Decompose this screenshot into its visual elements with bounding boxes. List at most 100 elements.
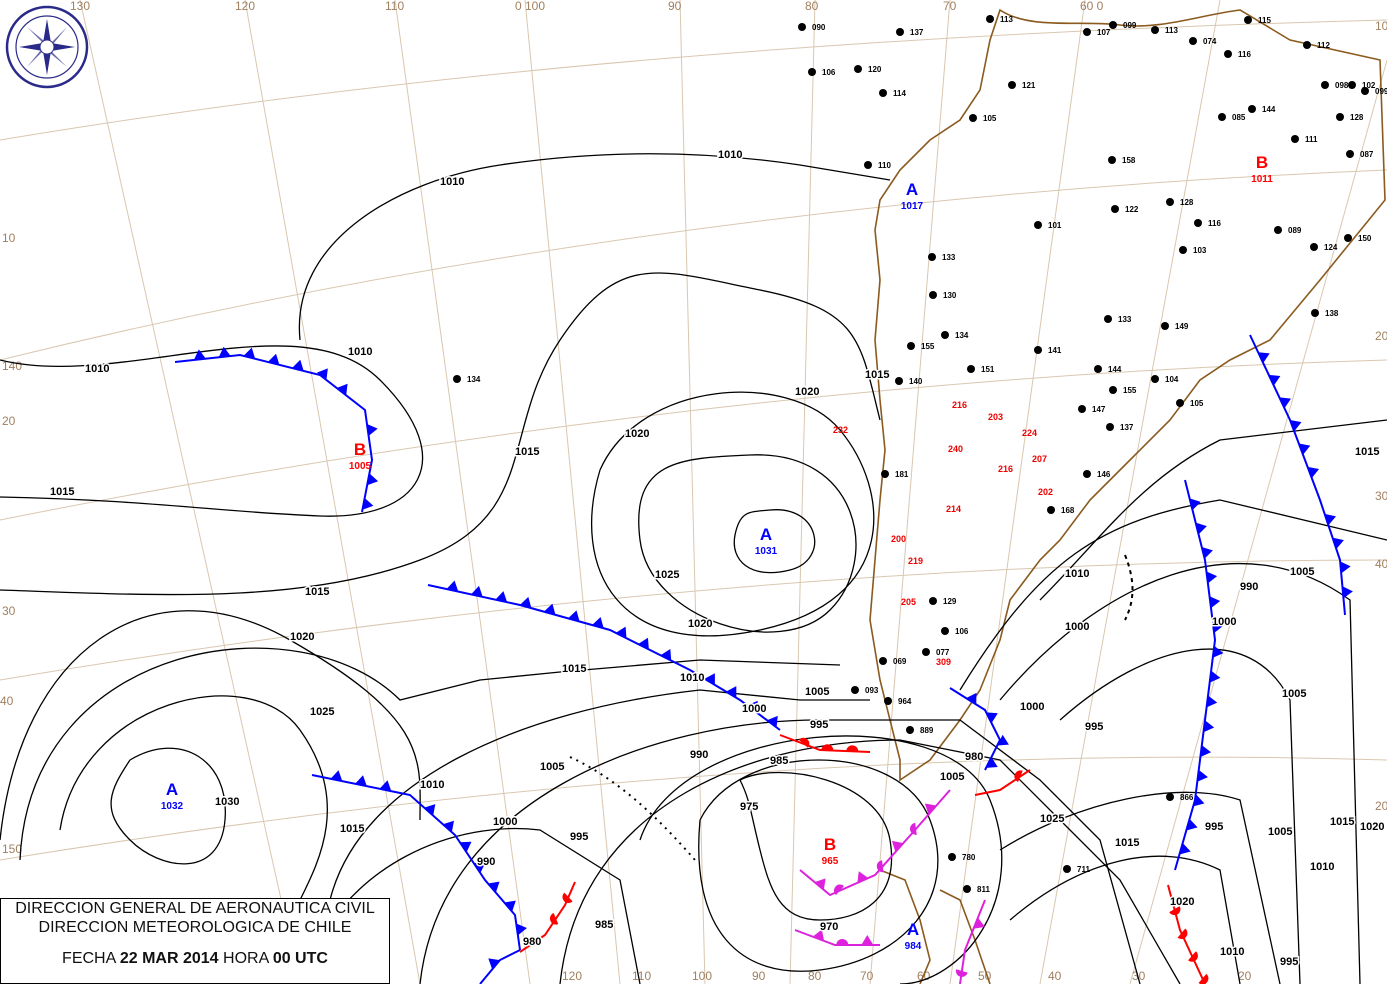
front-semicircle-mark [1188,951,1198,962]
station-circle [1166,793,1174,801]
pressure-center-value: 965 [822,856,839,867]
front-semicircle-mark [562,892,573,903]
isobar-label: 980 [965,751,983,763]
front-triangle-mark [495,591,508,603]
station-pressure: 111 [1305,135,1318,144]
grid-line [1039,0,1221,984]
isobar-label: 1010 [348,346,372,358]
station-circle [1274,226,1282,234]
front-triangle-mark [459,841,472,853]
grid-label: 70 [860,969,874,983]
low-pressure-symbol: B [824,835,836,854]
high-pressure-symbol: A [760,525,772,544]
station-pressure: 147 [1092,405,1106,414]
front-triangle-mark [812,929,825,941]
station-circle [986,15,994,23]
title-line-2: DIRECCION METEOROLOGICA DE CHILE [38,919,352,936]
station-circle [928,253,936,261]
isobar-label: 1015 [515,446,539,458]
front-semicircle-mark [876,860,884,873]
isobar-label: 975 [740,801,758,813]
station-circle [1083,470,1091,478]
grid-label: 0 100 [515,0,545,13]
front-triangle-mark [362,497,374,510]
cold-front [479,949,521,984]
station-pressure-highlight: 216 [952,400,967,410]
cold-front [427,584,781,731]
front-triangle-mark [336,383,348,396]
cold-front [1249,334,1346,616]
grid-label: 130 [70,0,90,13]
station-circle [798,23,806,31]
isobar-label: 1020 [1360,821,1384,833]
front-triangle-mark [1290,420,1302,432]
station-pressure: 099 [1375,87,1387,96]
station-pressure: 780 [962,853,976,862]
front-triangle-mark [1258,352,1270,364]
pressure-center-value: 984 [905,941,922,952]
isobar-label: 1005 [940,771,964,783]
station-pressure: 074 [1203,37,1217,46]
station-circle [907,342,915,350]
title-box: DIRECCION GENERAL DE AERONAUTICA CIVIL D… [0,898,390,984]
front-triangle-mark [638,637,649,650]
front-triangle-mark [446,580,459,592]
front-semicircle-mark [798,737,810,748]
grid-label: 20 [2,414,16,428]
station-pressure: 128 [1180,198,1194,207]
date-line: FECHA 22 MAR 2014 HORA 00 UTC [1,949,389,968]
station-circle [941,331,949,339]
isobar-label: 1015 [865,369,889,381]
station-circle [1344,234,1352,242]
station-circle [851,686,859,694]
station-circle [1111,205,1119,213]
front-triangle-mark [424,804,436,816]
front-triangle-mark [1212,645,1224,658]
station-circle [1151,26,1159,34]
isobar [559,739,1181,984]
station-plots: 090 137 120 106 114 113 121 105 107 099 113 074 116 1… [453,15,1387,894]
station-circle [922,648,930,656]
grid-label: 80 [808,969,822,983]
isobar-label: 1000 [1020,701,1044,713]
grid-label: 60 0 [1080,0,1104,13]
isobar-label: 1020 [795,386,819,398]
station-pressure: 144 [1108,365,1122,374]
isobar-label: 1010 [1065,568,1089,580]
isobar-label: 1015 [50,486,74,498]
station-circle [929,597,937,605]
isobar-label: 970 [820,921,838,933]
station-circle [864,161,872,169]
front-triangle-mark [1189,498,1201,511]
front-triangle-mark [966,692,977,705]
grid-label: 30 [1375,489,1387,503]
isobar-label: 1000 [742,703,766,715]
isobar [0,272,881,596]
isobar-label: 1005 [1282,688,1306,700]
isobar [698,759,939,972]
front-triangle-mark [1179,842,1191,855]
station-pressure: 090 [812,23,826,32]
front-triangle-mark [986,757,998,768]
high-pressure-symbol: A [906,180,918,199]
station-pressure-highlight: 207 [1032,454,1047,464]
station-pressure: 087 [1360,150,1374,159]
front-triangle-mark [473,862,486,874]
station-circle [1094,365,1102,373]
isobar-label: 1010 [718,149,742,161]
grid-label: 150 [2,842,22,856]
front-triangle-mark [367,473,379,486]
isobar [999,562,1361,984]
grid-label: 100 [692,969,712,983]
grid-label: 30 [2,604,16,618]
grid-label: 120 [562,969,582,983]
front-triangle-mark [292,359,304,371]
isobar [638,454,857,633]
grid-label: 80 [805,0,819,13]
station-circle [453,375,461,383]
tierra-del-fuego-coast [879,869,991,984]
station-circle [895,377,903,385]
warm-front [1167,884,1206,984]
isobar-label: 995 [1280,956,1298,968]
